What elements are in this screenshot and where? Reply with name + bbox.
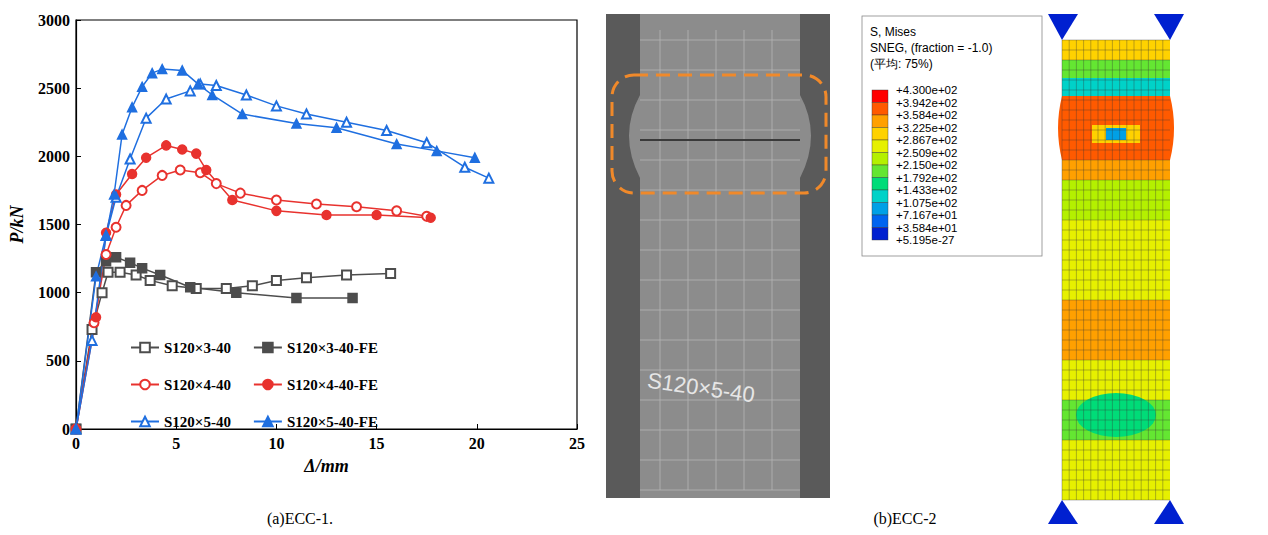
svg-text:S120×4-40: S120×4-40 xyxy=(164,377,231,393)
svg-text:S120×5-40: S120×5-40 xyxy=(646,368,757,408)
svg-text:25: 25 xyxy=(569,435,585,452)
svg-text:15: 15 xyxy=(369,435,385,452)
svg-text:5: 5 xyxy=(172,435,180,452)
svg-text:+1.792e+02: +1.792e+02 xyxy=(896,172,957,184)
svg-text:P/kN: P/kN xyxy=(7,205,27,245)
svg-text:SNEG, (fraction = -1.0): SNEG, (fraction = -1.0) xyxy=(870,41,992,55)
svg-text:+3.584e+02: +3.584e+02 xyxy=(896,109,957,121)
svg-text:0: 0 xyxy=(62,421,70,438)
svg-text:S120×5-40-FE: S120×5-40-FE xyxy=(287,414,378,430)
svg-text:0: 0 xyxy=(72,435,80,452)
svg-text:+4.300e+02: +4.300e+02 xyxy=(896,84,957,96)
svg-text:10: 10 xyxy=(268,435,284,452)
svg-text:S120×5-40: S120×5-40 xyxy=(164,414,231,430)
svg-text:+5.195e-27: +5.195e-27 xyxy=(896,234,955,246)
svg-text:+3.584e+01: +3.584e+01 xyxy=(896,222,957,234)
svg-text:20: 20 xyxy=(469,435,485,452)
svg-text:1500: 1500 xyxy=(38,216,70,233)
svg-text:+7.167e+01: +7.167e+01 xyxy=(896,209,957,221)
svg-text:3000: 3000 xyxy=(38,12,70,29)
svg-text:+3.225e+02: +3.225e+02 xyxy=(896,122,957,134)
svg-text:+2.509e+02: +2.509e+02 xyxy=(896,147,957,159)
svg-text:Δ/mm: Δ/mm xyxy=(303,456,348,476)
svg-text:+2.150e+02: +2.150e+02 xyxy=(896,159,957,171)
svg-text:+3.942e+02: +3.942e+02 xyxy=(896,97,957,109)
svg-text:S120×3-40: S120×3-40 xyxy=(164,340,231,356)
svg-text:S120×4-40-FE: S120×4-40-FE xyxy=(287,377,378,393)
svg-text:+1.433e+02: +1.433e+02 xyxy=(896,184,957,196)
svg-text:500: 500 xyxy=(46,352,70,369)
svg-text:+1.075e+02: +1.075e+02 xyxy=(896,197,957,209)
svg-text:2000: 2000 xyxy=(38,148,70,165)
svg-text:2500: 2500 xyxy=(38,80,70,97)
svg-text:1000: 1000 xyxy=(38,284,70,301)
svg-text:(平均: 75%): (平均: 75%) xyxy=(870,57,933,71)
svg-text:S120×3-40-FE: S120×3-40-FE xyxy=(287,340,378,356)
svg-text:(b)ECC-2: (b)ECC-2 xyxy=(873,510,936,528)
svg-text:+2.867e+02: +2.867e+02 xyxy=(896,134,957,146)
svg-text:(a)ECC-1.: (a)ECC-1. xyxy=(267,510,333,528)
svg-text:S, Mises: S, Mises xyxy=(870,25,916,39)
